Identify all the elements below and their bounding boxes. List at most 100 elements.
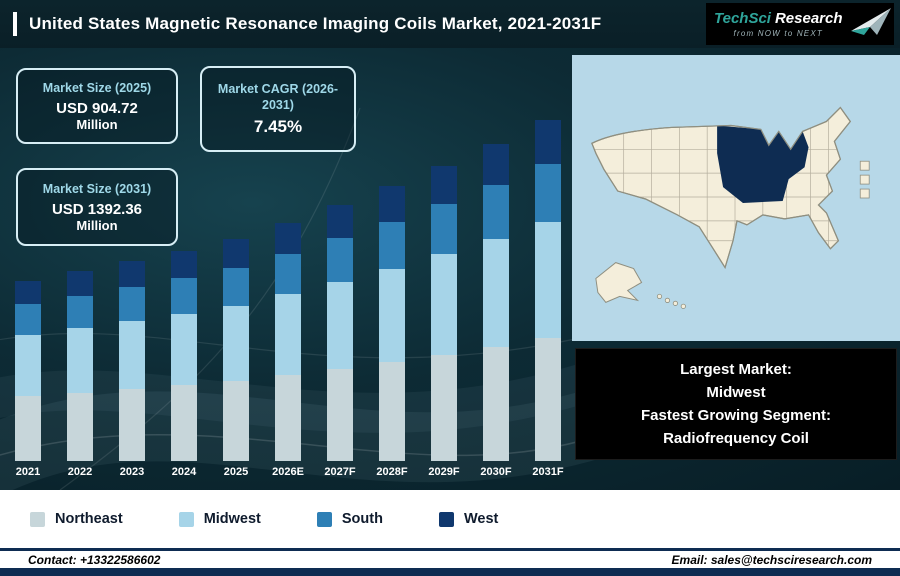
us-outline-stroke: [591, 106, 852, 270]
bar-column-2023: 2023: [118, 261, 146, 478]
market-cagr-value: 7.45%: [253, 117, 303, 137]
bar-segment-south: [275, 253, 301, 295]
bar-segment-northeast: [327, 368, 353, 461]
brand-logo-text: TechSci Research from NOW to NEXT: [714, 10, 843, 38]
bar-column-2031F: 2031F: [532, 119, 564, 478]
x-axis-label: 2022: [67, 466, 93, 478]
x-axis-label: 2030F: [480, 466, 512, 478]
bar-stack: [483, 143, 509, 461]
legend-swatch-northeast: [30, 511, 45, 527]
alaska: [595, 262, 643, 303]
callout-fastest-segment-label: Fastest Growing Segment:: [640, 407, 832, 424]
bar-segment-midwest: [431, 254, 457, 355]
bar-column-2026E: 2026E: [272, 222, 304, 478]
x-axis-label: 2023: [119, 466, 145, 478]
bar-stack: [535, 119, 561, 461]
bar-segment-northeast: [275, 375, 301, 461]
us-map-svg: [591, 106, 870, 309]
bar-column-2021: 2021: [14, 281, 42, 478]
bar-segment-midwest: [327, 281, 353, 369]
bar-segment-west: [275, 222, 301, 254]
market-size-2025-label: Market Size (2025): [42, 80, 152, 95]
bar-segment-south: [483, 184, 509, 239]
bar-column-2029F: 2029F: [428, 165, 460, 478]
legend-label: West: [463, 511, 499, 527]
midwest-highlight: [717, 125, 809, 203]
x-axis-label: 2025: [223, 466, 249, 478]
bar-segment-south: [67, 296, 93, 329]
hawaii: [656, 293, 686, 309]
legend-item-midwest: Midwest: [178, 511, 261, 527]
us-map-panel: [572, 55, 900, 341]
header: United States Magnetic Resonance Imaging…: [0, 0, 900, 48]
market-size-2031-label: Market Size (2031): [42, 181, 152, 196]
x-axis-label: 2031F: [532, 466, 564, 478]
bar-segment-south: [15, 304, 41, 336]
bar-stack: [327, 205, 353, 461]
bar-segment-south: [379, 221, 405, 269]
x-axis-label: 2024: [171, 466, 197, 478]
bar-segment-west: [67, 271, 93, 297]
bar-stack: [15, 281, 41, 461]
bar-segment-northeast: [15, 396, 41, 461]
main-canvas: Market Size (2025) USD 904.72 Million Ma…: [0, 48, 900, 490]
bar-stack: [171, 250, 197, 461]
bar-stack: [67, 271, 93, 461]
brand-name-primary: TechSci: [714, 10, 771, 27]
bar-segment-northeast: [171, 385, 197, 461]
callout-largest-market-value: Midwest: [706, 384, 766, 401]
bar-column-2025: 2025: [222, 239, 250, 478]
bar-segment-west: [431, 165, 457, 204]
chart-legend: Northeast Midwest South West: [0, 490, 900, 548]
x-axis-label: 2027F: [324, 466, 356, 478]
x-axis-label: 2028F: [376, 466, 408, 478]
bar-segment-south: [535, 164, 561, 223]
bar-segment-northeast: [535, 338, 561, 461]
bar-segment-midwest: [15, 335, 41, 397]
bar-column-2024: 2024: [170, 250, 198, 478]
footer-email: Email: sales@techsciresearch.com: [671, 552, 872, 567]
market-size-2025-unit: Million: [76, 117, 118, 133]
brand-name-secondary: Research: [774, 10, 843, 27]
bar-segment-west: [379, 186, 405, 222]
market-size-2031-box: Market Size (2031) USD 1392.36 Million: [16, 168, 178, 246]
bar-segment-northeast: [67, 392, 93, 461]
bar-column-2030F: 2030F: [480, 143, 512, 478]
bar-segment-northeast: [483, 346, 509, 461]
bar-stack: [223, 239, 249, 461]
bar-segment-west: [483, 143, 509, 185]
bar-segment-midwest: [379, 268, 405, 362]
brand-name: TechSci Research: [714, 10, 843, 27]
bar-segment-south: [327, 238, 353, 282]
callout-largest-market-label: Largest Market:: [680, 361, 792, 378]
x-axis-label: 2026E: [272, 466, 304, 478]
legend-label: Midwest: [203, 511, 261, 527]
bar-column-2022: 2022: [66, 271, 94, 478]
footer-bottom-bar: [0, 568, 900, 576]
bar-segment-west: [327, 205, 353, 239]
legend-item-west: West: [438, 511, 499, 527]
bar-segment-south: [223, 268, 249, 306]
bar-segment-northeast: [223, 381, 249, 461]
legend-swatch-west: [438, 511, 454, 527]
bar-stack: [431, 165, 457, 461]
brand-logo: TechSci Research from NOW to NEXT: [706, 3, 894, 45]
bar-segment-midwest: [171, 313, 197, 386]
footer-contact: Contact: +13322586602: [28, 552, 161, 567]
bar-segment-northeast: [119, 389, 145, 461]
bar-stack: [119, 261, 145, 461]
bar-segment-northeast: [379, 362, 405, 461]
market-cagr-box: Market CAGR (2026-2031) 7.45%: [200, 66, 356, 152]
highlight-callout: Largest Market: Midwest Fastest Growing …: [575, 348, 897, 460]
bar-segment-midwest: [535, 222, 561, 339]
bar-segment-west: [171, 250, 197, 279]
bar-segment-south: [171, 278, 197, 314]
bar-segment-midwest: [67, 328, 93, 393]
legend-label: Northeast: [55, 511, 123, 527]
market-size-2031-value: USD 1392.36: [51, 201, 143, 219]
x-axis-label: 2021: [15, 466, 41, 478]
legend-swatch-midwest: [178, 511, 194, 527]
bar-segment-west: [119, 261, 145, 288]
bar-segment-south: [431, 203, 457, 255]
